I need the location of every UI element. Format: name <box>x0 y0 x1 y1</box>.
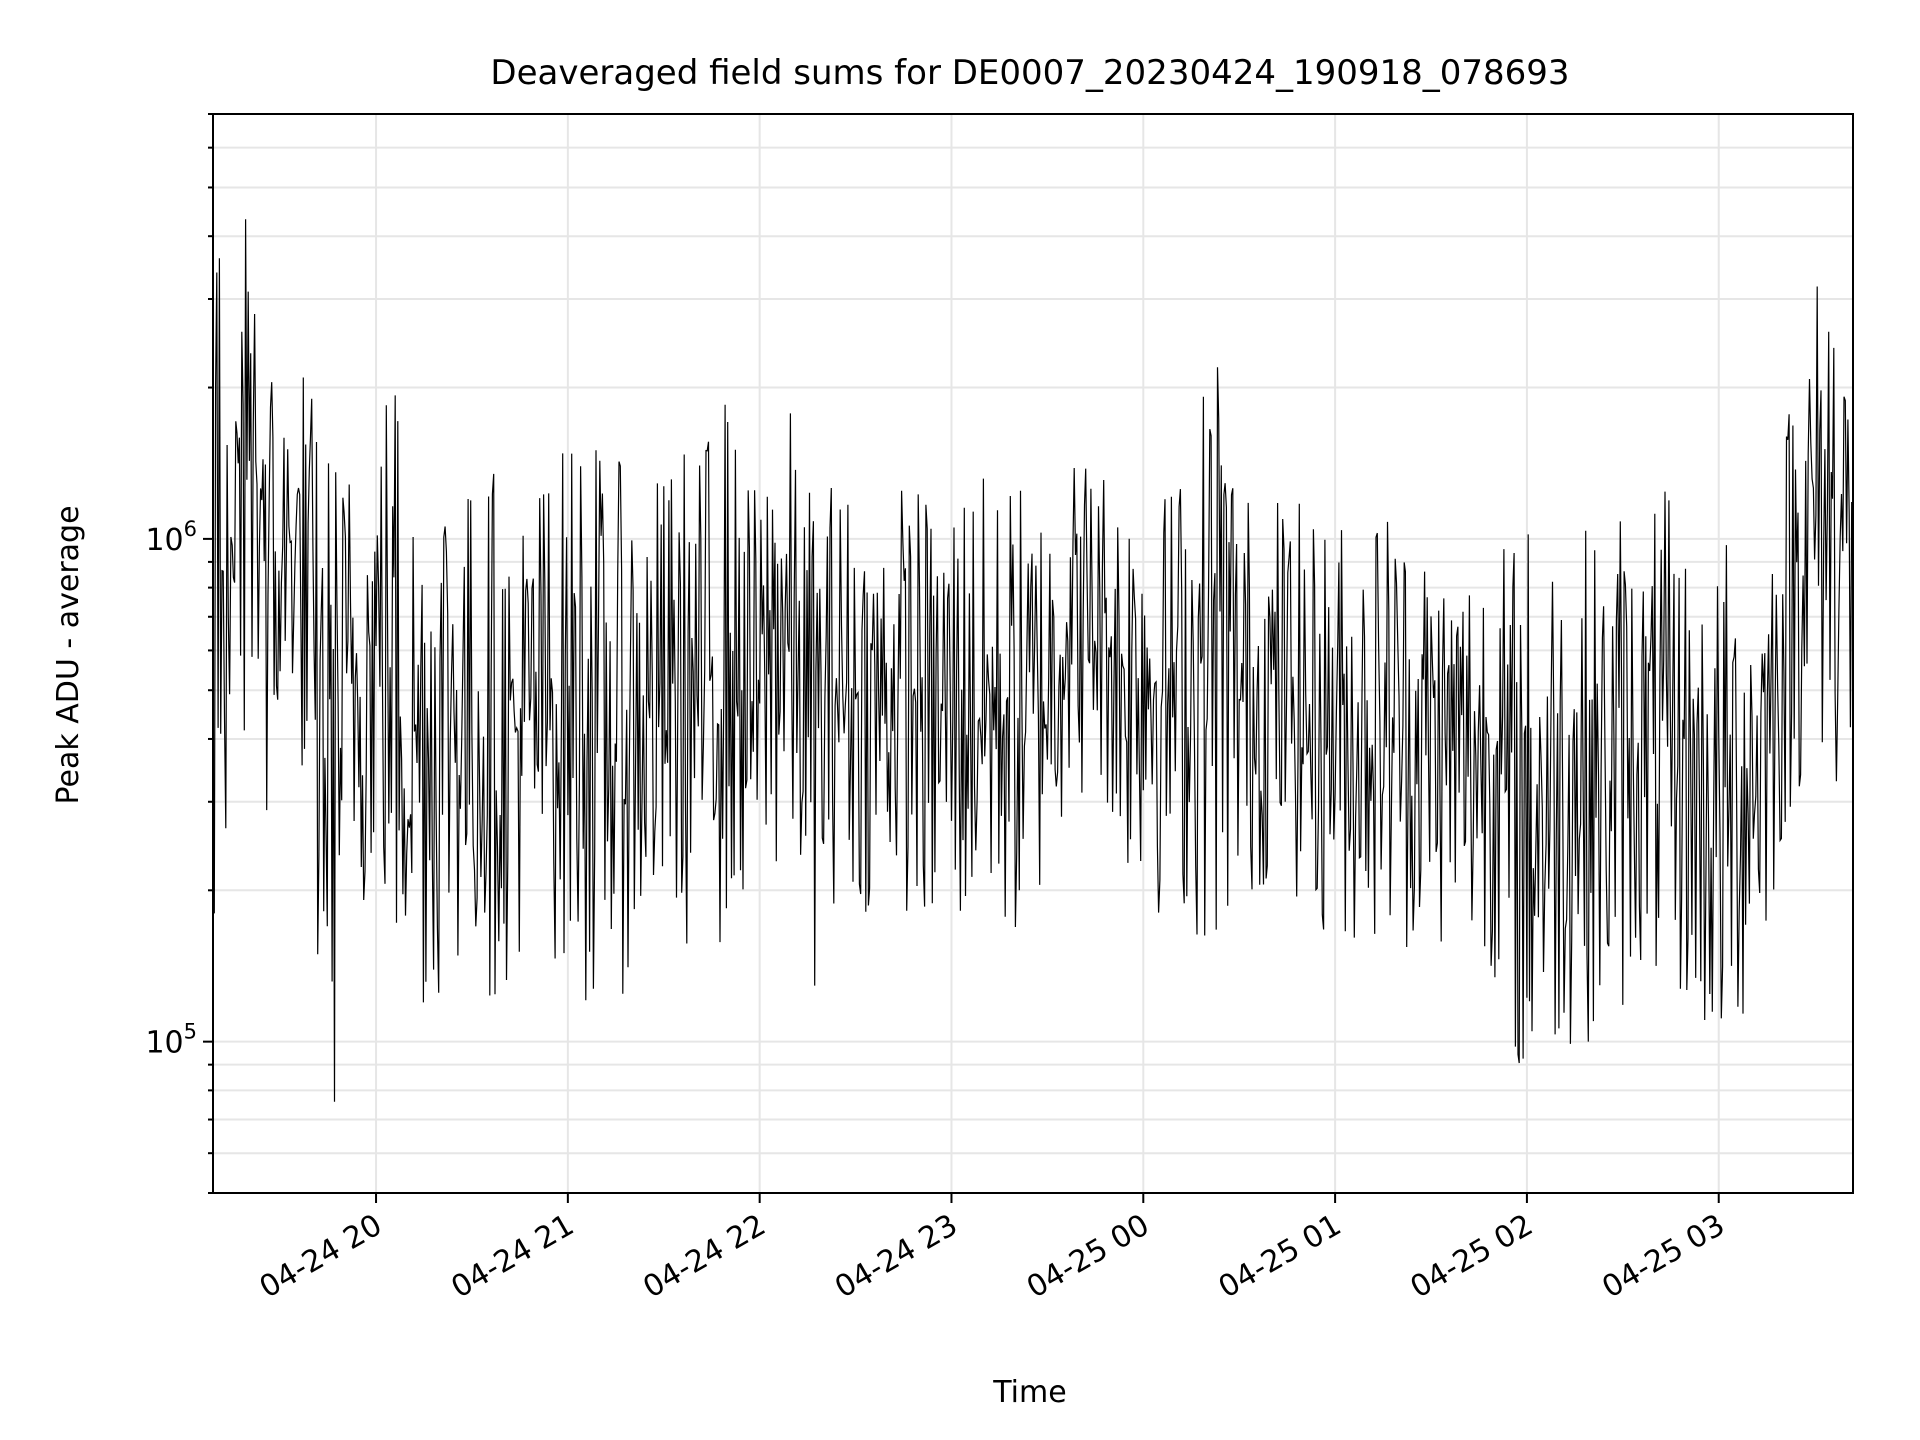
y-axis-label: Peak ADU - average <box>51 505 86 804</box>
y-axis: 105 106 <box>145 113 213 1194</box>
series-line <box>212 219 1854 1102</box>
y-tick-label: 106 <box>145 517 197 558</box>
plot-frame <box>212 113 1854 1194</box>
x-axis-label: Time <box>992 1375 1066 1410</box>
y-tick-label: 105 <box>145 1020 197 1061</box>
chart-title: Deaveraged field sums for DE0007_2023042… <box>490 53 1569 93</box>
series-layer <box>212 219 1854 1102</box>
grid <box>213 113 1853 1194</box>
